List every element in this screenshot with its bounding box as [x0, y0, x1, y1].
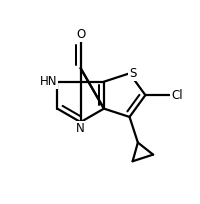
Text: S: S — [130, 67, 137, 80]
Text: N: N — [76, 122, 85, 135]
Text: O: O — [76, 28, 85, 41]
Text: HN: HN — [40, 75, 57, 88]
Text: Cl: Cl — [171, 89, 183, 102]
